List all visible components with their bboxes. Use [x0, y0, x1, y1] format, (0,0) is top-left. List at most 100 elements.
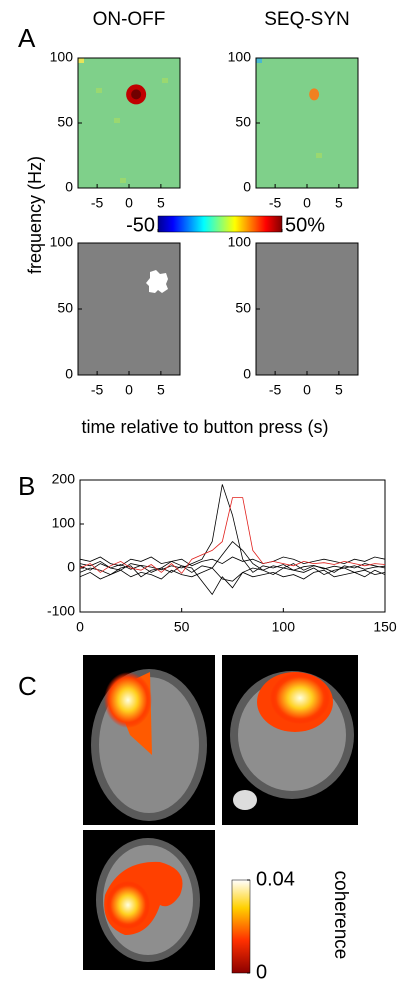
heat-cell — [114, 123, 121, 129]
heat-cell — [126, 148, 133, 154]
heat-cell — [144, 158, 151, 164]
heat-cell — [120, 58, 127, 64]
heat-cell — [310, 173, 317, 179]
heat-cell — [268, 148, 275, 154]
heat-cell — [334, 108, 341, 114]
heat-cell — [84, 138, 91, 144]
heat-cell — [262, 143, 269, 149]
heat-cell — [292, 168, 299, 174]
heat-cell — [346, 133, 353, 139]
heat-cell — [102, 128, 109, 134]
heat-cell — [102, 133, 109, 139]
heat-cell — [310, 108, 317, 114]
heat-cell — [138, 138, 145, 144]
heat-cell — [304, 123, 311, 129]
heat-cell — [328, 88, 335, 94]
heat-cell — [174, 68, 180, 74]
heat-cell — [108, 63, 115, 69]
heat-cell — [168, 153, 175, 159]
heat-cell — [150, 63, 157, 69]
heat-cell — [256, 118, 263, 124]
line-series — [79, 565, 386, 596]
heat-cell — [78, 138, 85, 144]
heat-cell — [328, 183, 335, 188]
heat-cell — [126, 143, 133, 149]
heat-cell — [304, 98, 311, 104]
heat-cell — [102, 103, 109, 109]
heat-cell — [168, 133, 175, 139]
heat-cell — [156, 123, 163, 129]
mask-background — [78, 243, 180, 375]
brain-axial — [83, 830, 215, 970]
heat-cell — [174, 158, 180, 164]
heat-cell — [84, 63, 91, 69]
heat-cell — [156, 78, 163, 84]
heat-cell — [304, 88, 311, 94]
heat-cell — [126, 163, 133, 169]
heat-cell — [316, 78, 323, 84]
heat-cell — [90, 68, 97, 74]
heat-cell — [114, 58, 121, 64]
x-tick-label: 50 — [174, 619, 190, 635]
heat-cell — [310, 183, 317, 188]
heat-cell — [114, 98, 121, 104]
heat-cell — [256, 158, 263, 164]
heat-cell — [292, 143, 299, 149]
heat-cell — [352, 78, 358, 84]
heat-cell — [96, 63, 103, 69]
heat-cell — [298, 153, 305, 159]
heat-cell — [286, 58, 293, 64]
heat-cell — [150, 93, 157, 99]
heat-cell — [334, 138, 341, 144]
heat-cell — [120, 118, 127, 124]
heat-cell — [108, 153, 115, 159]
heat-cell — [298, 138, 305, 144]
x-tick-label: 5 — [157, 195, 165, 211]
heat-cell — [322, 78, 329, 84]
heat-cell — [286, 183, 293, 188]
heat-cell — [304, 93, 311, 99]
heat-cell — [162, 178, 169, 184]
heat-cell — [280, 138, 287, 144]
heat-cell — [280, 83, 287, 89]
heat-cell — [150, 98, 157, 104]
heat-cell — [126, 138, 133, 144]
heat-cell — [328, 83, 335, 89]
heat-cell — [334, 73, 341, 79]
heat-cell — [78, 113, 85, 119]
heat-cell — [340, 88, 347, 94]
heat-cell — [322, 68, 329, 74]
heat-cell — [298, 128, 305, 134]
heat-cell — [156, 73, 163, 79]
heat-cell — [114, 68, 121, 74]
heat-cell — [286, 143, 293, 149]
heat-cell — [108, 103, 115, 109]
y-tick-label: 0 — [243, 179, 251, 195]
heat-cell — [126, 83, 133, 89]
heat-cell — [352, 143, 358, 149]
heat-cell — [156, 118, 163, 124]
heat-cell — [286, 93, 293, 99]
heat-cell — [138, 58, 145, 64]
heat-cell — [274, 148, 281, 154]
heat-cell — [162, 58, 169, 64]
heat-cell — [262, 58, 269, 64]
heat-cell — [298, 83, 305, 89]
heat-cell — [144, 118, 151, 124]
heat-cell — [334, 123, 341, 129]
heat-cell — [256, 83, 263, 89]
heat-cell — [316, 113, 323, 119]
heat-cell — [96, 158, 103, 164]
heat-cell — [120, 158, 127, 164]
heat-cell — [78, 173, 85, 179]
heat-cell — [292, 103, 299, 109]
heat-cell — [340, 98, 347, 104]
y-tick-label: -100 — [47, 603, 75, 619]
heat-cell — [346, 158, 353, 164]
heat-cell — [102, 93, 109, 99]
heat-cell — [120, 113, 127, 119]
heat-cell — [310, 118, 317, 124]
heat-cell — [304, 153, 311, 159]
heat-cell — [144, 183, 151, 188]
heat-cell — [310, 98, 317, 104]
